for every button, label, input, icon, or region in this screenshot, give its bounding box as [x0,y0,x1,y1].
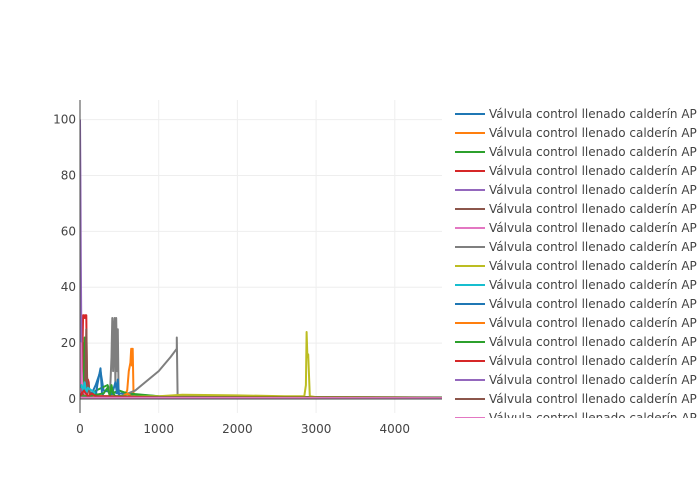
legend-label-1: Válvula control llenado calderín AP [489,126,697,140]
y-axis-ticks: 0 20 40 60 80 100 [53,113,76,406]
y-tick-label-5: 100 [53,113,76,127]
legend-label-7: Válvula control llenado calderín AP [489,240,697,254]
legend-label-6: Válvula control llenado calderín AP [489,221,697,235]
legend-label-11: Válvula control llenado calderín AP [489,316,697,330]
legend-label-2: Válvula control llenado calderín AP [489,145,697,159]
legend-label-15: Válvula control llenado calderín AP [489,392,697,406]
x-tick-label-0: 0 [76,422,84,436]
y-tick-label-4: 80 [61,168,76,182]
series-line-16 [80,396,442,400]
y-tick-label-0: 0 [68,392,76,406]
y-tick-label-2: 40 [61,280,76,294]
series-layer [80,119,442,400]
legend-label-4: Válvula control llenado calderín AP [489,183,697,197]
legend-label-12: Válvula control llenado calderín AP [489,335,697,349]
axes [79,100,442,413]
grid-lines [80,100,442,413]
x-tick-label-4: 4000 [380,422,411,436]
x-tick-label-3: 3000 [301,422,332,436]
y-tick-label-3: 60 [61,224,76,238]
legend-label-3: Válvula control llenado calderín AP [489,164,697,178]
legend-label-8: Válvula control llenado calderín AP [489,259,697,273]
legend-label-9: Válvula control llenado calderín AP [489,278,697,292]
series-line-4 [80,119,442,400]
x-axis-ticks: 0 1000 2000 3000 4000 [76,422,410,436]
legend-label-16: Válvula control llenado calderín AP [489,411,697,425]
x-tick-label-2: 2000 [222,422,253,436]
x-tick-label-1: 1000 [143,422,174,436]
legend: Válvula control llenado calderín AP Válvu… [455,107,697,425]
legend-label-0: Válvula control llenado calderín AP [489,107,697,121]
legend-label-10: Válvula control llenado calderín AP [489,297,697,311]
legend-label-13: Válvula control llenado calderín AP [489,354,697,368]
legend-label-5: Válvula control llenado calderín AP [489,202,697,216]
legend-label-14: Válvula control llenado calderín AP [489,373,697,387]
y-tick-label-1: 20 [61,336,76,350]
